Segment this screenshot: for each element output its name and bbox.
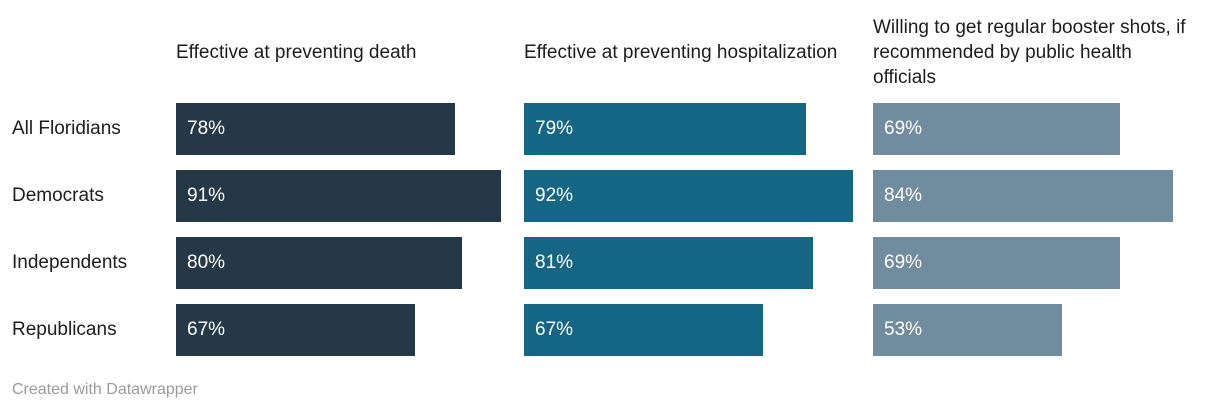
- column-headers: Effective at preventing death Effective …: [0, 0, 1220, 103]
- bar-track: 69%: [873, 103, 1220, 155]
- bar: 67%: [524, 304, 764, 356]
- chart-row: Independents 80% 81% 69%: [0, 237, 1220, 304]
- bar-value-label: 79%: [535, 118, 574, 139]
- column-header-booster: Willing to get regular booster shots, if…: [873, 17, 1186, 88]
- column-header-death: Effective at preventing death: [176, 42, 417, 63]
- bar-track: 67%: [176, 304, 524, 356]
- bar-value-label: 67%: [187, 319, 226, 340]
- bar: 81%: [524, 237, 814, 289]
- bar-track: 81%: [524, 237, 873, 289]
- bar-track: 78%: [176, 103, 524, 155]
- chart-row: All Floridians 78% 79% 69%: [0, 103, 1220, 170]
- bar-track: 84%: [873, 170, 1220, 222]
- bar-value-label: 91%: [187, 185, 226, 206]
- bar-value-label: 69%: [884, 252, 923, 273]
- row-label: Republicans: [12, 319, 117, 340]
- chart-rows: All Floridians 78% 79% 69% Democrats 91% 92% 84…: [0, 103, 1220, 371]
- row-label: Democrats: [12, 185, 104, 206]
- bar: 84%: [873, 170, 1174, 222]
- bar-value-label: 69%: [884, 118, 923, 139]
- bar-track: 67%: [524, 304, 873, 356]
- bar-track: 92%: [524, 170, 873, 222]
- bar: 92%: [524, 170, 853, 222]
- bar-value-label: 80%: [187, 252, 226, 273]
- bar: 53%: [873, 304, 1063, 356]
- bar: 67%: [176, 304, 416, 356]
- bar: 79%: [524, 103, 807, 155]
- row-label: All Floridians: [12, 118, 121, 139]
- column-header-hospitalization: Effective at preventing hospitalization: [524, 42, 838, 63]
- bar-track: 79%: [524, 103, 873, 155]
- bar-value-label: 81%: [535, 252, 574, 273]
- chart-row: Democrats 91% 92% 84%: [0, 170, 1220, 237]
- bar-value-label: 84%: [884, 185, 923, 206]
- bar: 91%: [176, 170, 502, 222]
- bar-track: 53%: [873, 304, 1220, 356]
- bar: 80%: [176, 237, 462, 289]
- bar-value-label: 53%: [884, 319, 923, 340]
- bar: 69%: [873, 237, 1120, 289]
- bar-track: 80%: [176, 237, 524, 289]
- bar-value-label: 78%: [187, 118, 226, 139]
- bar: 69%: [873, 103, 1120, 155]
- bar-track: 91%: [176, 170, 524, 222]
- bar: 78%: [176, 103, 455, 155]
- datawrapper-credit-link[interactable]: Created with Datawrapper: [12, 381, 198, 398]
- row-label: Independents: [12, 252, 128, 273]
- chart-row: Republicans 67% 67% 53%: [0, 304, 1220, 371]
- bar-value-label: 92%: [535, 185, 574, 206]
- header-spacer: [0, 51, 176, 53]
- bar-value-label: 67%: [535, 319, 574, 340]
- bar-track: 69%: [873, 237, 1220, 289]
